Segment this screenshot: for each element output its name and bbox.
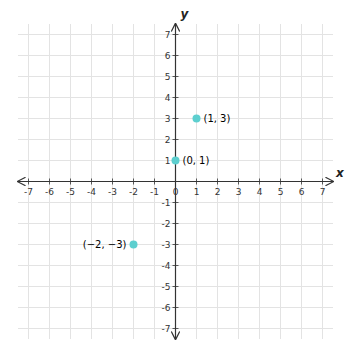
grid-line-y (18, 55, 333, 56)
data-label: (1, 3) (204, 113, 231, 124)
y-tick-label: -1 (162, 198, 171, 208)
x-tick-label: -3 (108, 187, 117, 197)
x-tick (322, 179, 323, 185)
x-axis-label: x (335, 166, 345, 180)
grid-line-x (70, 24, 71, 339)
x-tick-label: -7 (24, 187, 33, 197)
x-tick-label: 5 (278, 187, 284, 197)
x-tick-label: 6 (299, 187, 305, 197)
points (130, 115, 201, 249)
grid-line-x (322, 24, 323, 339)
grid-line-y (18, 286, 333, 287)
grid-line-x (112, 24, 113, 339)
point (130, 241, 138, 249)
x-tick-label: -4 (87, 187, 96, 197)
grid-line-x (91, 24, 92, 339)
y-tick-label: -4 (162, 261, 171, 271)
y-tick (173, 202, 179, 203)
y-tick (173, 265, 179, 266)
x-tick (238, 179, 239, 185)
grid-line-x (28, 24, 29, 339)
y-tick-label: 4 (165, 93, 171, 103)
x-tick (217, 179, 218, 185)
grid-line-x (133, 24, 134, 339)
grid-line-y (18, 76, 333, 77)
grid-line-x (217, 24, 218, 339)
x-tick (28, 179, 29, 185)
y-tick-label: -7 (162, 324, 171, 334)
grid-line-y (18, 223, 333, 224)
grid-line-y (18, 307, 333, 308)
x-tick (91, 179, 92, 185)
x-tick (196, 179, 197, 185)
y-tick-label: 5 (165, 72, 171, 82)
grid-line-y (18, 97, 333, 98)
x-tick-label: -2 (129, 187, 138, 197)
grid-line-x (301, 24, 302, 339)
y-tick-label: 2 (165, 135, 171, 145)
x-tick-label: 4 (257, 187, 263, 197)
x-tick (301, 179, 302, 185)
data-label: (−2, −3) (83, 239, 127, 250)
y-axis (175, 24, 176, 339)
data-label: (0, 1) (183, 155, 210, 166)
y-tick-label: -5 (162, 282, 171, 292)
x-tick (133, 179, 134, 185)
y-tick-label: 3 (165, 114, 171, 124)
grid-line-x (49, 24, 50, 339)
x-tick-label: 2 (215, 187, 221, 197)
x-tick (49, 179, 50, 185)
grid-line-y (18, 244, 333, 245)
grid-line-y (18, 265, 333, 266)
x-tick-label: 1 (194, 187, 200, 197)
grid-line-x (175, 24, 176, 339)
ticks: -7-6-5-4-3-2-101234567-7-6-5-4-3-2-11234… (24, 30, 325, 334)
y-tick (173, 307, 179, 308)
x-tick-label: -1 (150, 187, 159, 197)
y-tick-label: 7 (165, 30, 171, 40)
y-tick-label: 6 (165, 51, 171, 61)
data-labels: (−2, −3) (0, 1) (1, 3) (83, 113, 231, 250)
grid-line-x (154, 24, 155, 339)
x-tick (70, 179, 71, 185)
grid-line-y (18, 34, 333, 35)
x-tick-label: 7 (320, 187, 326, 197)
y-tick (173, 118, 179, 119)
x-tick (175, 179, 176, 185)
grid-line-y (18, 118, 333, 119)
x-tick-label: 0 (173, 187, 179, 197)
y-tick (173, 139, 179, 140)
x-tick-label: 3 (236, 187, 242, 197)
x-tick (154, 179, 155, 185)
x-tick (259, 179, 260, 185)
x-tick (112, 179, 113, 185)
y-tick (173, 97, 179, 98)
y-tick-label: -3 (162, 240, 171, 250)
grid (18, 24, 333, 339)
y-axis-label: y (181, 7, 190, 21)
grid-line-x (280, 24, 281, 339)
y-tick (173, 286, 179, 287)
grid-line-x (238, 24, 239, 339)
y-tick (173, 55, 179, 56)
x-tick (280, 179, 281, 185)
chart: -7-6-5-4-3-2-101234567-7-6-5-4-3-2-11234… (0, 0, 351, 357)
y-tick (173, 34, 179, 35)
y-tick (173, 223, 179, 224)
y-tick-label: -2 (162, 219, 171, 229)
y-tick (173, 328, 179, 329)
grid-line-x (259, 24, 260, 339)
y-tick (173, 244, 179, 245)
grid-line-y (18, 139, 333, 140)
grid-line-x (196, 24, 197, 339)
grid-line-y (18, 328, 333, 329)
x-tick-label: -5 (66, 187, 75, 197)
point (172, 157, 180, 165)
y-tick (173, 76, 179, 77)
y-tick-label: -6 (162, 303, 171, 313)
x-tick-label: -6 (45, 187, 54, 197)
point (193, 115, 201, 123)
y-tick-label: 1 (165, 156, 171, 166)
grid-line-y (18, 202, 333, 203)
